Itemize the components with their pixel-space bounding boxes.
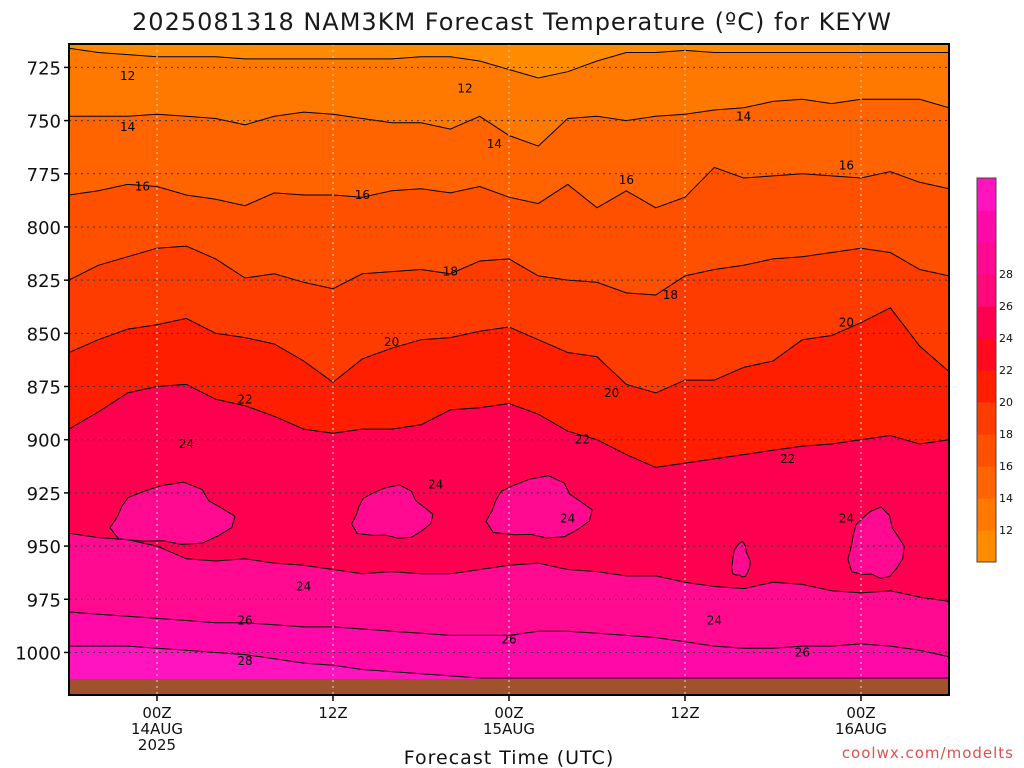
contour-label: 16 (619, 173, 634, 187)
colorbar-segment (977, 178, 996, 211)
y-tick-label: 725 (27, 58, 61, 79)
y-tick-label: 775 (27, 165, 61, 186)
colorbar-segment (977, 370, 996, 403)
colorbar-tick-label: 16 (999, 460, 1013, 473)
x-axis-label: Forecast Time (UTC) (404, 747, 614, 768)
colorbar-frame (976, 177, 997, 563)
contour-label: 18 (663, 288, 678, 302)
colorbar-tick-label: 26 (999, 300, 1013, 313)
x-tick-label: 15AUG (483, 720, 535, 738)
isotherm-22 (69, 383, 949, 468)
contour-label: 12 (120, 69, 135, 83)
y-tick-label: 750 (27, 112, 61, 133)
y-tick-label: 925 (27, 484, 61, 505)
x-tick-label: 12Z (318, 704, 347, 722)
colorbar-segment (977, 338, 996, 371)
x-tick-label: 16AUG (835, 720, 887, 738)
isotherm-28 (69, 645, 949, 679)
contour-label: 24 (560, 511, 575, 525)
x-tick-label: 14AUG (131, 720, 183, 738)
x-tick-label: 00Z (846, 704, 875, 722)
contour-label: 24 (296, 580, 311, 594)
y-tick-label: 1000 (15, 643, 61, 664)
colorbar-tick-label: 18 (999, 428, 1013, 441)
contour-label: 20 (384, 335, 399, 349)
isotherm-26 (69, 611, 949, 658)
isotherm-24 (69, 532, 949, 602)
colorbar-segment (977, 242, 996, 275)
colorbar-segment (977, 434, 996, 467)
x-tick-label: 12Z (670, 704, 699, 722)
contour-label: 18 (443, 265, 458, 279)
colorbar-segment (977, 530, 996, 563)
colorbar-tick-label: 22 (999, 364, 1013, 377)
contour-label: 24 (179, 437, 194, 451)
contour-label: 14 (736, 109, 751, 123)
colorbar-segment (977, 402, 996, 435)
temperature-band (69, 48, 949, 147)
colorbar-segment (977, 306, 996, 339)
contour-label: 20 (839, 316, 854, 330)
contour-24-cell (351, 484, 434, 539)
colorbar-segment (977, 274, 996, 307)
contour-label: 16 (355, 188, 370, 202)
contour-label: 14 (120, 120, 135, 134)
colorbar-segment (977, 466, 996, 499)
y-tick-label: 950 (27, 537, 61, 558)
y-tick-label: 975 (27, 590, 61, 611)
contour-label: 12 (457, 82, 472, 96)
contour-24-cell (109, 481, 236, 545)
y-tick-label: 875 (27, 378, 61, 399)
y-tick-label: 800 (27, 218, 61, 239)
contour-label: 24 (707, 614, 722, 628)
contour-label: 22 (575, 433, 590, 447)
y-tick-label: 850 (27, 324, 61, 345)
colorbar-tick-label: 12 (999, 524, 1013, 537)
contour-label: 22 (237, 392, 252, 406)
colorbar-segment (977, 498, 996, 531)
colorbar-segment (977, 210, 996, 243)
colorbar-tick-label: 14 (999, 492, 1013, 505)
colorbar: 12 14 16 18 20 22 24 26 28 (976, 177, 1013, 563)
contour-label: 22 (780, 452, 795, 466)
chart-title: 2025081318 NAM3KM Forecast Temperature (… (132, 8, 892, 36)
y-tick-label: 825 (27, 271, 61, 292)
contour-label: 16 (839, 158, 854, 172)
x-tick-label: 00Z (142, 704, 171, 722)
credit-link[interactable]: coolwx.com/modelts (842, 744, 1014, 762)
colorbar-tick-label: 20 (999, 396, 1013, 409)
y-tick-label: 900 (27, 431, 61, 452)
x-tick-label: 2025 (138, 736, 176, 754)
contour-label: 28 (237, 654, 252, 668)
isotherm-18 (69, 245, 949, 296)
y-axis: 725 750 775 800 825 850 875 900 925 950 975 1000 (15, 58, 69, 664)
contour-label: 26 (237, 614, 252, 628)
colorbar-tick-label: 24 (999, 332, 1013, 345)
contour-24-cell (847, 506, 905, 579)
temperature-band (69, 246, 949, 393)
grid-lines (69, 44, 949, 695)
contour-label: 24 (839, 511, 854, 525)
contour-label: 24 (428, 477, 443, 491)
colorbar-tick-label: 28 (999, 268, 1013, 281)
x-tick-label: 00Z (494, 704, 523, 722)
contour-24-cell (730, 540, 751, 578)
contour-24-cell (485, 475, 593, 539)
contour-label: 14 (487, 137, 502, 151)
contour-label: 16 (135, 180, 150, 194)
contour-label: 20 (604, 386, 619, 400)
